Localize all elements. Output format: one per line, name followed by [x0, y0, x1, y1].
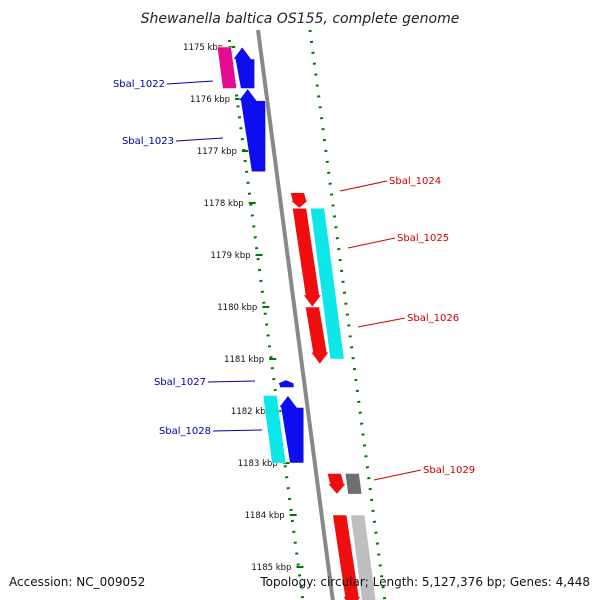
accession-text: Accession: NC_009052 — [9, 575, 145, 589]
gene-labels: Sbal_1022 Sbal_1023 Sbal_1024 Sbal_1025 Sbal… — [113, 79, 475, 481]
gene-leader-line — [373, 469, 422, 481]
gene-feature-sbal_1024 — [289, 192, 310, 209]
gene-label-sbal_1029: Sbal_1029 — [423, 465, 475, 476]
gene-feature-sbal_1022 — [232, 46, 255, 89]
gene-feature-lower-red — [332, 514, 362, 600]
gene-feature-sbal_1028 — [278, 394, 305, 464]
gene-leader-line — [339, 180, 388, 192]
gene-label-sbal_1022: Sbal_1022 — [113, 79, 165, 90]
gene-feature-sbal_1022-magenta — [216, 46, 238, 89]
gene-label-sbal_1026: Sbal_1026 — [407, 313, 459, 324]
gene-feature-sbal_1028-cyan — [262, 395, 287, 464]
scale-ticks: 1175 kbp 1176 kbp 1177 kbp 1178 kbp 1179 kbp… — [183, 43, 304, 573]
dotted-guides — [227, 29, 387, 600]
gene-feature-sbal_1029-gray — [344, 473, 363, 495]
scale-tick-label: 1175 kbp — [183, 43, 223, 53]
genome-axis — [256, 29, 335, 600]
gene-leader-line — [175, 137, 224, 142]
scale-tick-label: 1179 kbp — [210, 251, 250, 261]
scale-tick-label: 1180 kbp — [217, 303, 257, 313]
gene-feature-sbal_1023 — [238, 88, 266, 173]
axis-line — [256, 29, 335, 600]
scale-tick-label: 1178 kbp — [204, 199, 244, 209]
scale-tick-label: 1184 kbp — [245, 511, 285, 521]
gene-label-sbal_1027: Sbal_1027 — [154, 377, 206, 388]
scale-tick-label: 1182 kbp — [231, 407, 271, 417]
scale-tick-label: 1185 kbp — [251, 563, 291, 573]
gene-leader-line — [207, 380, 256, 383]
scale-tick-label: 1181 kbp — [224, 355, 264, 365]
gene-feature-lower-lightgray — [350, 514, 377, 600]
gene-label-sbal_1028: Sbal_1028 — [159, 426, 211, 437]
map-title: Shewanella baltica OS155, complete genom… — [141, 11, 460, 27]
gene-feature-sbal_1025-cyan — [310, 207, 345, 360]
gene-feature-sbal_1025 — [292, 207, 322, 308]
gene-leader-line — [166, 80, 214, 85]
gene-label-sbal_1023: Sbal_1023 — [122, 136, 174, 147]
gene-label-sbal_1025: Sbal_1025 — [397, 233, 449, 244]
gene-feature-sbal_1026 — [304, 306, 330, 365]
gene-leader-line — [347, 237, 396, 249]
gene-feature-sbal_1029 — [326, 473, 347, 495]
gene-leader-line — [212, 429, 263, 432]
right-dotted-guide — [308, 29, 387, 600]
gene-leader-line — [357, 317, 406, 328]
scale-tick-label: 1176 kbp — [190, 95, 230, 105]
scale-tick-label: 1183 kbp — [238, 459, 278, 469]
gene-features — [216, 46, 377, 600]
scale-tick-label: 1177 kbp — [197, 147, 237, 157]
genome-summary-text: Topology: circular; Length: 5,127,376 bp… — [259, 575, 590, 589]
gene-feature-sbal_1027 — [276, 379, 296, 388]
gene-label-sbal_1024: Sbal_1024 — [389, 176, 441, 187]
